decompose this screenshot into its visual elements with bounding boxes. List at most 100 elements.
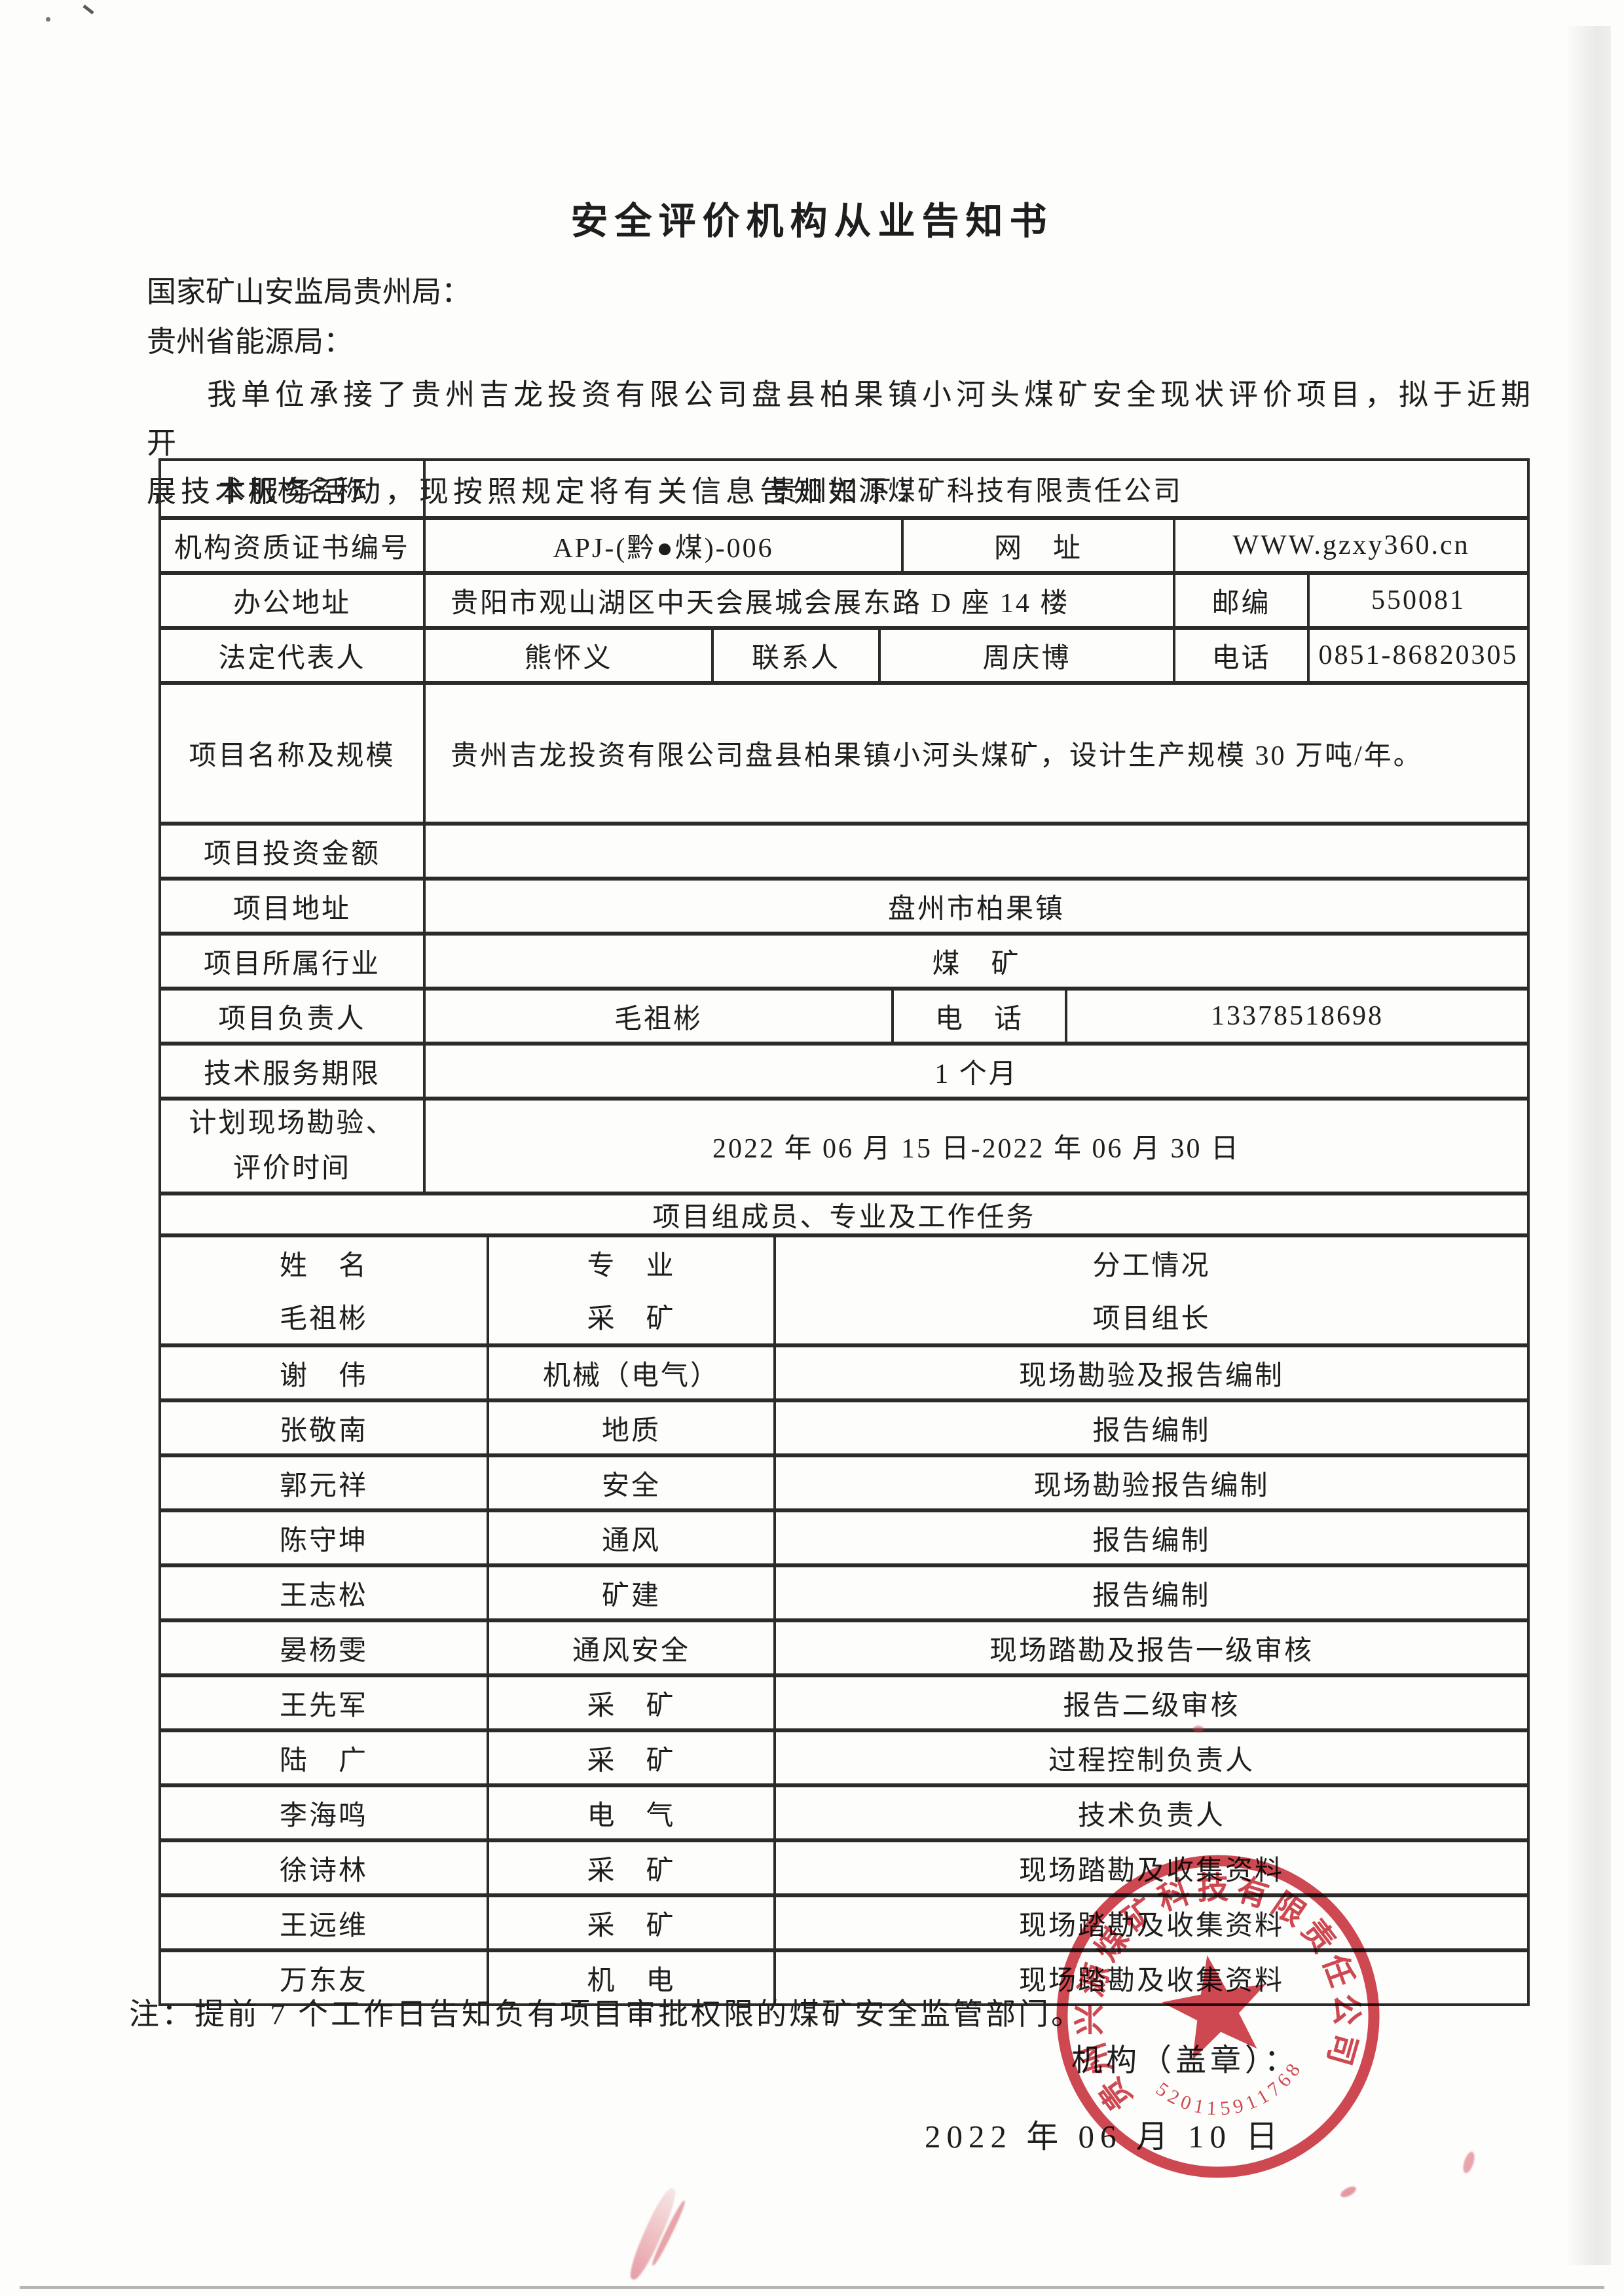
leader-tel-label: 电 话 [891,991,1065,1042]
leader-label: 项目负责人 [218,1004,366,1034]
contact-value: 周庆博 [878,630,1173,681]
member-task-cell: 现场勘验报告编制 [773,1457,1527,1508]
invest-value [423,826,1527,877]
member-name-cell: 陆 广 [279,1745,368,1776]
project-label: 项目名称及规模 [189,741,396,771]
addr-value: 盘州市柏果镇 [423,881,1527,932]
table-row-member: 谢 伟 机械（电气） 现场勘验及报告编制 [161,1343,1527,1398]
member-major-cell: 地质 [487,1402,773,1453]
table-row-member: 毛祖彬 采 矿 项目组长 [161,1288,1527,1343]
team-header-major: 专 业 [487,1237,773,1288]
org-name-value: 贵州兴源煤矿科技有限责任公司 [423,461,1527,516]
member-name-cell: 王先军 [279,1690,368,1721]
member-name-cell: 万东友 [279,1965,368,1996]
zip-label: 邮编 [1173,575,1307,626]
table-row-member: 李海鸣 电 气 技术负责人 [161,1783,1527,1838]
recipient-line-1: 国家矿山安监局贵州局： [147,276,471,308]
zip-value: 550081 [1307,575,1527,626]
leader-value: 毛祖彬 [423,991,891,1042]
member-task-cell: 现场踏勘及报告一级审核 [773,1622,1527,1673]
table-row-org-name: 本机构名称 贵州兴源煤矿科技有限责任公司 [161,461,1527,516]
member-task-cell: 项目组长 [773,1288,1527,1343]
table-row-office: 办公地址 贵阳市观山湖区中天会展城会展东路 D 座 14 楼 邮编 550081 [161,571,1527,626]
member-name-cell: 谢 伟 [279,1360,368,1391]
member-name-cell: 毛祖彬 [279,1303,368,1334]
ink-speck [1461,2150,1477,2175]
company-seal-stamp-icon: 贵州兴源煤矿科技有限责任公司 520115911768 [1048,1847,1380,2178]
org-name-label: 本机构名称 [218,476,366,507]
member-task-cell: 现场踏勘及收集资料 [773,1897,1527,1948]
intro-line-2: 展技术服务活动，现按照规定将有关信息告知如下： [147,475,931,508]
contact-label: 联系人 [711,630,878,681]
table-row-team-title: 项目组成员、专业及工作任务 [161,1192,1527,1233]
seal-code-arc-text: 520115911768 [1149,2054,1314,2132]
table-row-leader: 项目负责人 毛祖彬 电 话 13378518698 [161,987,1527,1042]
team-header-task: 分工情况 [773,1237,1527,1288]
duration-label: 技术服务期限 [203,1059,380,1089]
addr-label: 项目地址 [232,894,351,924]
member-major-cell: 通风 [487,1512,773,1563]
member-name-cell: 李海鸣 [279,1800,368,1831]
member-major-cell: 机械（电气） [487,1347,773,1398]
table-row-team-header: 姓 名 专 业 分工情况 [161,1233,1527,1288]
member-task-cell: 报告二级审核 [773,1677,1527,1728]
seal-caption: 机构（盖章）： [1071,2044,1299,2078]
office-value: 贵阳市观山湖区中天会展城会展东路 D 座 14 楼 [423,575,1173,626]
website-label: 网 址 [901,520,1173,571]
schedule-label: 计划现场勘验、评价时间 [189,1108,396,1184]
table-row-member: 晏杨雯 通风安全 现场踏勘及报告一级审核 [161,1618,1527,1673]
member-name-cell: 王远维 [279,1910,368,1941]
member-major-cell: 通风安全 [487,1622,773,1673]
table-row-member: 陈守坤 通风 报告编制 [161,1508,1527,1563]
table-row-schedule: 计划现场勘验、评价时间 2022 年 06 月 15 日-2022 年 06 月… [161,1097,1527,1192]
scan-speck [46,17,50,22]
member-task-cell: 报告编制 [773,1567,1527,1618]
legal-value: 熊怀义 [423,630,711,681]
cert-label: 机构资质证书编号 [174,533,410,564]
table-row-legal: 法定代表人 熊怀义 联系人 周庆博 电话 0851-86820305 [161,626,1527,681]
table-row-duration: 技术服务期限 1 个月 [161,1042,1527,1097]
seal-star-icon [1162,1955,1266,2060]
table-row-member: 王志松 矿建 报告编制 [161,1563,1527,1618]
industry-label: 项目所属行业 [203,949,380,979]
tel-label: 电话 [1173,630,1307,681]
ink-speck [1338,2184,1358,2200]
table-row-member: 郭元祥 安全 现场勘验报告编制 [161,1453,1527,1508]
table-row-project: 项目名称及规模 贵州吉龙投资有限公司盘县柏果镇小河头煤矿，设计生产规模 30 万… [161,681,1527,822]
ink-speck [1193,1726,1204,1732]
table-row-member: 王远维 采 矿 现场踏勘及收集资料 [161,1893,1527,1948]
member-task-cell: 报告编制 [773,1402,1527,1453]
member-major-cell: 采 矿 [487,1732,773,1783]
member-major-cell: 安全 [487,1457,773,1508]
member-major-cell: 矿建 [487,1567,773,1618]
member-major-cell: 电 气 [487,1787,773,1838]
scan-edge-line [20,2286,1604,2289]
member-major-cell: 采 矿 [487,1897,773,1948]
intro-line-1: 我单位承接了贵州吉龙投资有限公司盘县柏果镇小河头煤矿安全现状评价项目，拟于近期开 [147,378,1536,460]
leader-tel-value: 13378518698 [1065,991,1527,1042]
member-major-cell: 采 矿 [487,1842,773,1893]
member-name-cell: 郭元祥 [279,1470,368,1501]
page-title: 安全评价机构从业告知书 [570,201,1054,242]
table-row-industry: 项目所属行业 煤 矿 [161,932,1527,987]
team-section-title: 项目组成员、专业及工作任务 [652,1202,1036,1233]
member-name-cell: 王志松 [279,1580,368,1611]
project-value: 贵州吉龙投资有限公司盘县柏果镇小河头煤矿，设计生产规模 30 万吨/年。 [423,685,1527,822]
stray-ink-streak [625,2185,681,2283]
member-name-cell: 晏杨雯 [279,1635,368,1666]
cert-value: APJ-(黔●煤)-006 [423,520,901,571]
intro-paragraph: 我单位承接了贵州吉龙投资有限公司盘县柏果镇小河头煤矿安全现状评价项目，拟于近期开… [147,371,1559,516]
table-row-invest: 项目投资金额 [161,822,1527,877]
legal-label: 法定代表人 [218,643,366,674]
tel-value: 0851-86820305 [1307,630,1527,681]
member-name-cell: 陈守坤 [279,1525,368,1556]
table-row-addr: 项目地址 盘州市柏果镇 [161,877,1527,932]
invest-label: 项目投资金额 [203,839,380,869]
member-name-cell: 张敬南 [279,1415,368,1446]
recipient-block: 国家矿山安监局贵州局： 贵州省能源局： [147,267,1624,367]
table-row-member: 张敬南 地质 报告编制 [161,1398,1527,1453]
team-header-name: 姓 名 [279,1250,368,1281]
table-row-cert: 机构资质证书编号 APJ-(黔●煤)-006 网 址 WWW.gzxy360.c… [161,516,1527,571]
member-task-cell: 技术负责人 [773,1787,1527,1838]
